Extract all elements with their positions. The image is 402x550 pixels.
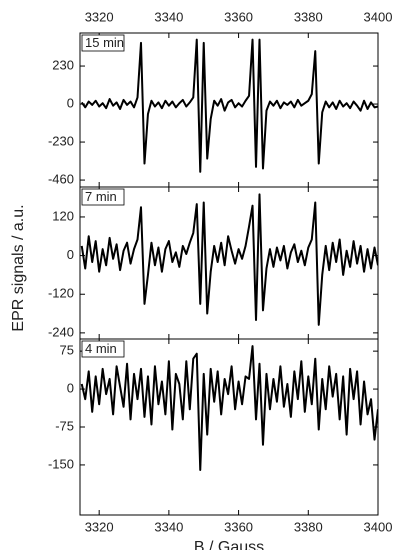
- x-axis-label: B / Gauss: [194, 539, 264, 550]
- y-tick-label: 75: [60, 343, 74, 358]
- x-tick-label: 3360: [224, 519, 253, 534]
- y-axis-label: EPR signals / a.u.: [10, 204, 27, 331]
- y-tick-label: 0: [67, 381, 74, 396]
- y-tick-label: 0: [67, 247, 74, 262]
- y-tick-label: -120: [48, 286, 74, 301]
- y-tick-label: 230: [52, 57, 74, 72]
- y-tick-label: -75: [55, 418, 74, 433]
- annotation-box: [81, 34, 125, 52]
- annotation: 15 min: [85, 35, 124, 50]
- annotation: 4 min: [85, 341, 117, 356]
- y-tick-label: 0: [67, 95, 74, 110]
- x-tick-label: 3400: [364, 519, 393, 534]
- y-tick-label: -150: [48, 456, 74, 471]
- x-tick-label: 3340: [154, 9, 183, 24]
- panel-frame: [79, 186, 379, 340]
- panel-frame: [79, 338, 379, 516]
- annotation-box: [81, 188, 125, 206]
- annotation-box: [81, 340, 125, 358]
- x-tick-label: 3320: [85, 519, 114, 534]
- signal-line: [80, 38, 378, 173]
- x-tick-label: 3320: [85, 9, 114, 24]
- panel-frame: [79, 32, 379, 188]
- x-tick-label: 3340: [154, 519, 183, 534]
- annotation: 7 min: [85, 189, 117, 204]
- x-tick-label: 3380: [294, 519, 323, 534]
- x-tick-label: 3360: [224, 9, 253, 24]
- y-tick-label: -460: [48, 171, 74, 186]
- x-tick-label: 3380: [294, 9, 323, 24]
- signal-line: [80, 345, 378, 471]
- y-tick-label: -230: [48, 133, 74, 148]
- signal-line: [80, 193, 378, 326]
- x-tick-label: 3400: [364, 9, 393, 24]
- y-tick-label: -240: [48, 324, 74, 339]
- y-tick-label: 120: [52, 208, 74, 223]
